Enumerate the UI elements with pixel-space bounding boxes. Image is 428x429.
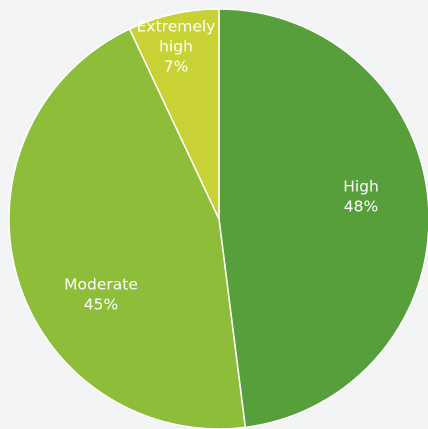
slice-label-2-line-1: high — [159, 38, 193, 56]
slice-label-2-line-0: Extremely — [137, 18, 216, 36]
pie-slice-1 — [8, 27, 247, 429]
slice-label-0: High — [343, 178, 379, 196]
slice-percent-0: 48% — [344, 198, 378, 216]
slice-label-1: Moderate — [64, 276, 138, 294]
pie-slice-0 — [218, 8, 428, 429]
pie-data-labels: High 48% Moderate 45% Extremely high 7% — [64, 18, 379, 314]
slice-percent-1: 45% — [84, 296, 118, 314]
pie-slices — [8, 8, 428, 429]
slice-percent-2: 7% — [164, 58, 189, 76]
pie-slice-2 — [128, 8, 220, 220]
